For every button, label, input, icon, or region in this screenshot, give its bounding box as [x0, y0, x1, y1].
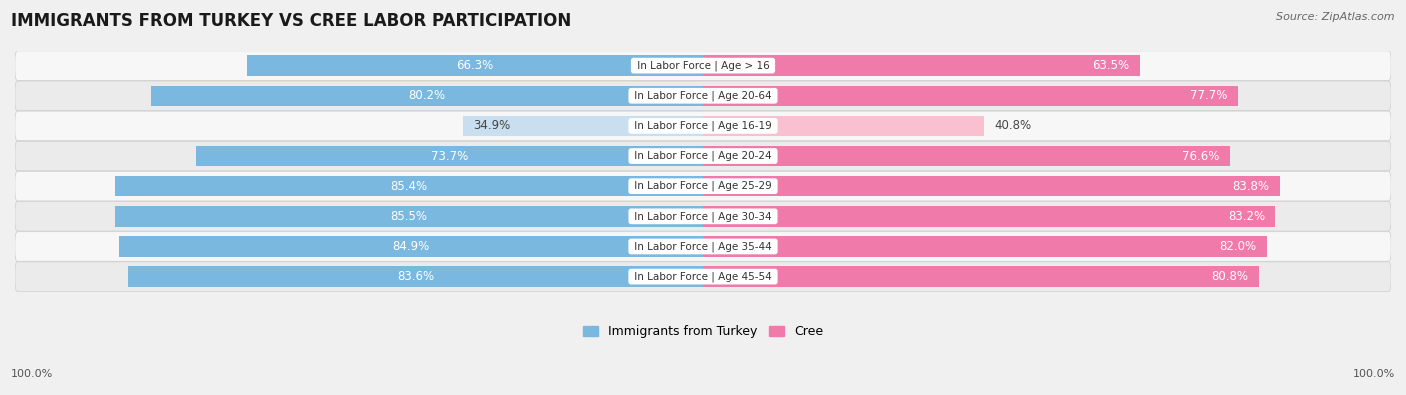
Bar: [247, 55, 703, 76]
Bar: [703, 55, 1140, 76]
Bar: [463, 116, 703, 136]
Text: 100.0%: 100.0%: [1353, 369, 1395, 379]
Bar: [703, 146, 1230, 166]
FancyBboxPatch shape: [15, 111, 1391, 141]
Text: In Labor Force | Age > 16: In Labor Force | Age > 16: [634, 60, 772, 71]
Text: 83.6%: 83.6%: [396, 270, 434, 283]
Text: 82.0%: 82.0%: [1220, 240, 1257, 253]
Text: 77.7%: 77.7%: [1189, 89, 1227, 102]
FancyBboxPatch shape: [15, 141, 1391, 171]
Bar: [703, 176, 1279, 196]
Text: In Labor Force | Age 20-64: In Labor Force | Age 20-64: [631, 90, 775, 101]
Bar: [128, 266, 703, 287]
Text: In Labor Force | Age 35-44: In Labor Force | Age 35-44: [631, 241, 775, 252]
FancyBboxPatch shape: [15, 262, 1391, 292]
Text: 73.7%: 73.7%: [430, 150, 468, 163]
Text: 83.2%: 83.2%: [1227, 210, 1265, 223]
Bar: [120, 236, 703, 257]
Bar: [115, 176, 703, 196]
Text: 40.8%: 40.8%: [994, 119, 1031, 132]
Text: In Labor Force | Age 45-54: In Labor Force | Age 45-54: [631, 271, 775, 282]
Text: In Labor Force | Age 25-29: In Labor Force | Age 25-29: [631, 181, 775, 192]
Bar: [703, 236, 1267, 257]
Text: 83.8%: 83.8%: [1232, 180, 1270, 193]
Bar: [152, 85, 703, 106]
Bar: [195, 146, 703, 166]
Text: 34.9%: 34.9%: [474, 119, 510, 132]
Text: In Labor Force | Age 20-24: In Labor Force | Age 20-24: [631, 151, 775, 161]
Bar: [703, 116, 984, 136]
Bar: [115, 206, 703, 227]
Text: 63.5%: 63.5%: [1092, 59, 1129, 72]
Text: 85.4%: 85.4%: [391, 180, 427, 193]
Bar: [703, 206, 1275, 227]
Bar: [703, 266, 1258, 287]
Legend: Immigrants from Turkey, Cree: Immigrants from Turkey, Cree: [582, 325, 824, 339]
Text: 76.6%: 76.6%: [1182, 150, 1219, 163]
FancyBboxPatch shape: [15, 171, 1391, 201]
FancyBboxPatch shape: [15, 81, 1391, 111]
FancyBboxPatch shape: [15, 232, 1391, 261]
Text: 84.9%: 84.9%: [392, 240, 430, 253]
Text: Source: ZipAtlas.com: Source: ZipAtlas.com: [1277, 12, 1395, 22]
Text: 66.3%: 66.3%: [457, 59, 494, 72]
Text: 100.0%: 100.0%: [11, 369, 53, 379]
Text: 80.2%: 80.2%: [409, 89, 446, 102]
FancyBboxPatch shape: [15, 51, 1391, 81]
Text: IMMIGRANTS FROM TURKEY VS CREE LABOR PARTICIPATION: IMMIGRANTS FROM TURKEY VS CREE LABOR PAR…: [11, 12, 571, 30]
Text: In Labor Force | Age 16-19: In Labor Force | Age 16-19: [631, 120, 775, 131]
Text: 80.8%: 80.8%: [1212, 270, 1249, 283]
Text: 85.5%: 85.5%: [391, 210, 427, 223]
FancyBboxPatch shape: [15, 201, 1391, 231]
Bar: [703, 85, 1237, 106]
Text: In Labor Force | Age 30-34: In Labor Force | Age 30-34: [631, 211, 775, 222]
